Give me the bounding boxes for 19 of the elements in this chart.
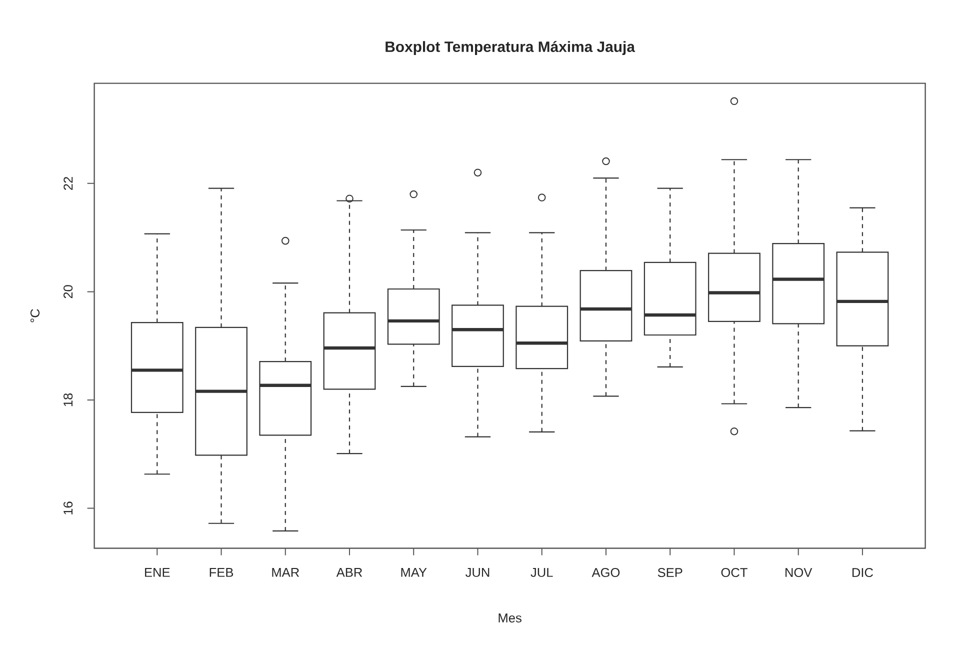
x-axis-title: Mes bbox=[498, 614, 522, 622]
x-tick-label: ENE bbox=[145, 568, 170, 577]
y-tick-label: 20 bbox=[64, 285, 73, 298]
x-tick-label: ABR bbox=[336, 568, 362, 577]
x-tick-label: SEP bbox=[658, 568, 682, 578]
y-tick-label: 22 bbox=[64, 176, 73, 190]
x-tick-label: JUN bbox=[466, 568, 490, 577]
x-tick-label: DIC bbox=[852, 568, 873, 578]
x-tick-label: OCT bbox=[721, 568, 748, 578]
chart-title: Boxplot Temperatura Máxima Jauja bbox=[386, 40, 636, 56]
x-tick-label: FEB bbox=[210, 568, 234, 577]
x-tick-label: JUL bbox=[530, 568, 553, 577]
y-tick-label: 18 bbox=[64, 393, 73, 406]
x-tick-label: MAR bbox=[272, 568, 300, 577]
x-tick-label: MAY bbox=[401, 568, 427, 577]
y-axis-title: °C bbox=[30, 309, 40, 322]
x-tick-label: AGO bbox=[592, 568, 620, 578]
y-tick-label: 16 bbox=[64, 502, 73, 514]
x-tick-label: NOV bbox=[786, 568, 812, 578]
